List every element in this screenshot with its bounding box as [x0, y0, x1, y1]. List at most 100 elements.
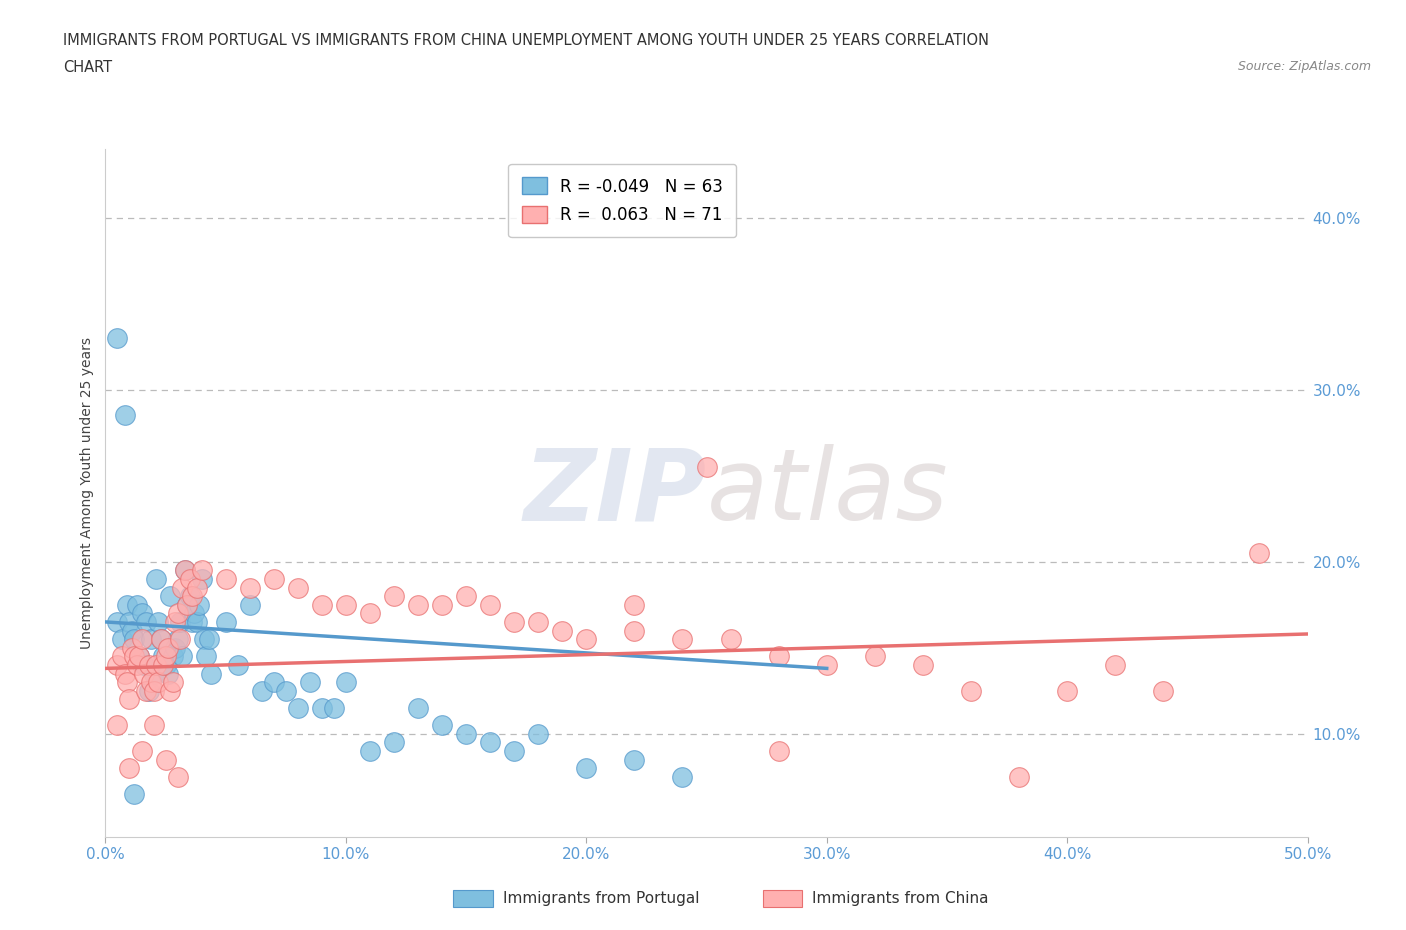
Point — [172, 649, 194, 664]
Point — [165, 615, 187, 630]
Point — [166, 769, 188, 784]
Point — [250, 684, 273, 698]
Point — [121, 623, 143, 638]
Point — [107, 718, 129, 733]
Point — [173, 563, 195, 578]
Point — [575, 631, 598, 646]
Point — [131, 606, 153, 621]
Point — [179, 589, 201, 604]
Point — [155, 752, 177, 767]
Point — [162, 649, 184, 664]
Point — [214, 571, 236, 587]
Point — [287, 580, 309, 595]
Point — [382, 735, 405, 750]
Point — [226, 658, 249, 672]
Point — [623, 623, 645, 638]
Point — [142, 718, 165, 733]
Point — [124, 631, 146, 646]
Point — [239, 580, 262, 595]
Point — [125, 597, 148, 612]
Point — [960, 684, 983, 698]
Point — [503, 744, 526, 759]
Point — [132, 666, 155, 681]
Point — [138, 684, 160, 698]
Point — [696, 459, 718, 474]
Point — [863, 649, 886, 664]
Point — [114, 666, 136, 681]
Point — [359, 744, 381, 759]
Point — [311, 700, 333, 715]
Point — [274, 684, 297, 698]
Point — [911, 658, 934, 672]
Point — [121, 641, 143, 656]
Point — [156, 641, 179, 656]
Point — [166, 606, 188, 621]
Point — [1008, 769, 1031, 784]
Point — [135, 684, 157, 698]
Point — [115, 675, 138, 690]
Point — [1104, 658, 1126, 672]
Point — [382, 589, 405, 604]
Text: IMMIGRANTS FROM PORTUGAL VS IMMIGRANTS FROM CHINA UNEMPLOYMENT AMONG YOUTH UNDER: IMMIGRANTS FROM PORTUGAL VS IMMIGRANTS F… — [63, 33, 990, 47]
Point — [128, 649, 150, 664]
Point — [155, 658, 177, 672]
Point — [575, 761, 598, 776]
Text: Immigrants from China: Immigrants from China — [813, 891, 988, 906]
Point — [406, 597, 429, 612]
Point — [335, 675, 357, 690]
Point — [138, 658, 160, 672]
Point — [155, 649, 177, 664]
Point — [125, 658, 148, 672]
Point — [527, 615, 550, 630]
Point — [111, 649, 134, 664]
Point — [179, 571, 201, 587]
Point — [454, 589, 477, 604]
Point — [142, 684, 165, 698]
Point — [172, 580, 194, 595]
Point — [193, 631, 215, 646]
Point — [107, 331, 129, 346]
Point — [132, 658, 155, 672]
Point — [142, 666, 165, 681]
Legend: R = -0.049   N = 63, R =  0.063   N = 71: R = -0.049 N = 63, R = 0.063 N = 71 — [509, 164, 737, 237]
Point — [124, 787, 146, 802]
Point — [186, 580, 208, 595]
Point — [186, 615, 208, 630]
Point — [720, 631, 742, 646]
Point — [139, 631, 162, 646]
Point — [152, 658, 174, 672]
Point — [551, 623, 574, 638]
Point — [430, 597, 453, 612]
Point — [162, 675, 184, 690]
Point — [128, 649, 150, 664]
Point — [139, 675, 162, 690]
Point — [149, 631, 172, 646]
Point — [195, 649, 218, 664]
Point — [114, 408, 136, 423]
Point — [176, 597, 198, 612]
Point — [298, 675, 321, 690]
Point — [768, 744, 790, 759]
Point — [165, 641, 187, 656]
Point — [322, 700, 344, 715]
Point — [131, 744, 153, 759]
Point — [311, 597, 333, 612]
Text: atlas: atlas — [707, 445, 948, 541]
Point — [181, 589, 204, 604]
Point — [124, 649, 146, 664]
Point — [176, 597, 198, 612]
Point — [156, 666, 179, 681]
Point — [169, 615, 191, 630]
Point — [107, 658, 129, 672]
Point — [183, 606, 205, 621]
Point — [135, 615, 157, 630]
Point — [768, 649, 790, 664]
Point — [145, 658, 167, 672]
Text: CHART: CHART — [63, 60, 112, 75]
Point — [1152, 684, 1174, 698]
Point — [173, 563, 195, 578]
Text: ZIP: ZIP — [523, 445, 707, 541]
Y-axis label: Unemployment Among Youth under 25 years: Unemployment Among Youth under 25 years — [80, 337, 94, 649]
Point — [145, 571, 167, 587]
Point — [1249, 546, 1271, 561]
